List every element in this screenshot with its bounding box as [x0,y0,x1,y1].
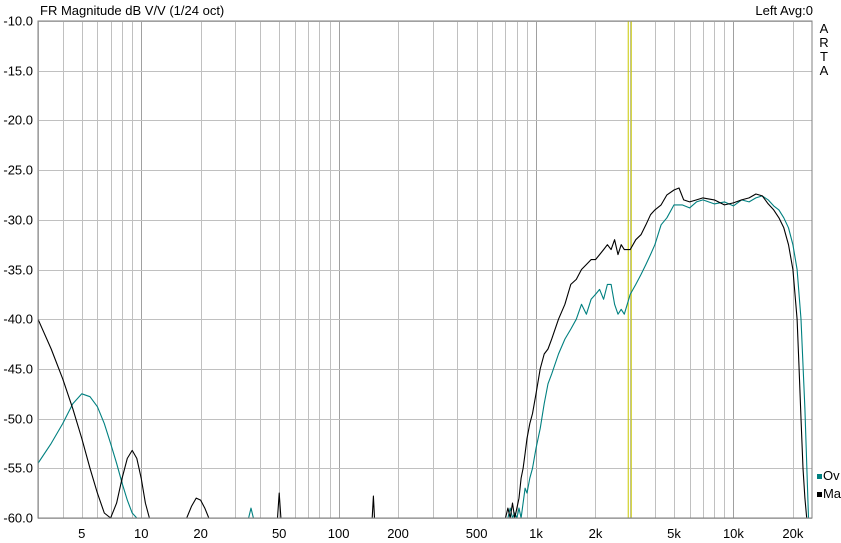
y-tick-label: -30.0 [3,213,33,228]
y-tick-label: -20.0 [3,113,33,128]
x-tick-label: 5 [78,526,85,541]
x-tick-label: 100 [328,526,350,541]
legend-swatch-ma [817,491,822,497]
x-tick-label: 20k [782,526,803,541]
app-vertical-label: ARTA [819,21,829,78]
x-tick-label: 500 [466,526,488,541]
frequency-cursor[interactable] [627,21,632,518]
x-axis-ticks: 5 10 20 50 100 200 500 1k 2k 5k 10k 20k [78,526,804,541]
x-tick-label: 10k [723,526,744,541]
legend-swatch-ov [817,473,822,479]
y-tick-label: -15.0 [3,64,33,79]
y-tick-label: -35.0 [3,263,33,278]
legend-label-ma: Ma [822,486,841,501]
y-tick-label: -10.0 [3,14,33,29]
plot-frame [37,20,813,519]
y-axis-ticks: -10.0 -15.0 -20.0 -25.0 -30.0 -35.0 -40.0 -45.0… [3,14,33,526]
legend-item-ov[interactable]: Ov [817,467,841,485]
x-tick-label: 1k [529,526,543,541]
y-tick-label: -60.0 [3,511,33,526]
y-tick-label: -50.0 [3,412,33,427]
y-tick-label: -45.0 [3,362,33,377]
legend-label-ov: Ov [823,468,840,483]
x-tick-label: 10 [134,526,148,541]
x-tick-label: 200 [387,526,409,541]
x-tick-label: 50 [272,526,286,541]
x-tick-label: 2k [589,526,603,541]
legend: Ov Ma [817,467,841,503]
series-lines [38,187,810,518]
plot-grid [38,21,812,519]
chart-title: FR Magnitude dB V/V (1/24 oct) [40,3,225,18]
y-tick-label: -25.0 [3,163,33,178]
y-tick-label: -40.0 [3,312,33,327]
legend-item-ma[interactable]: Ma [817,485,841,503]
series-line-ov [38,195,810,518]
x-tick-label: 5k [667,526,681,541]
series-line-ma [38,187,809,518]
channel-status: Left Avg:0 [755,3,813,18]
y-tick-label: -55.0 [3,461,33,476]
x-tick-label: 20 [193,526,207,541]
